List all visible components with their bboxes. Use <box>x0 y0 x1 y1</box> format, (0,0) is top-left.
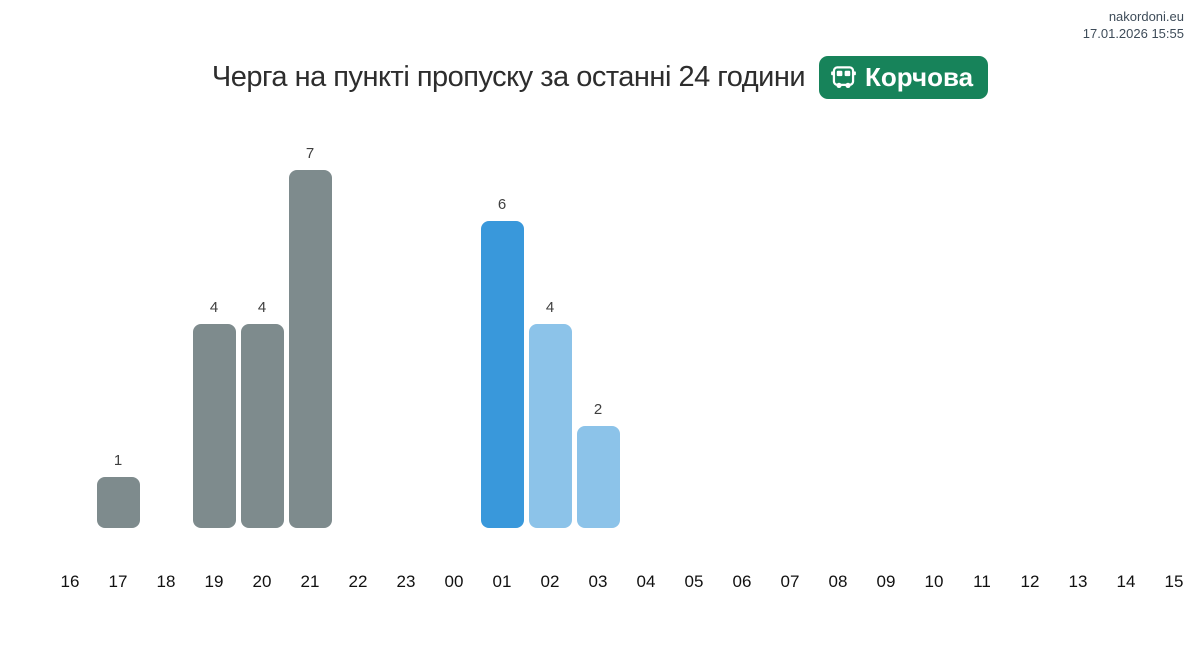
bar-slot-16 <box>46 120 94 528</box>
x-tick-14: 14 <box>1116 572 1136 591</box>
x-tick-23: 23 <box>396 572 416 591</box>
x-tick-07: 07 <box>780 572 800 591</box>
x-axis: 16 17 18 19 20 21 22 23 00 01 02 03 04 05 06 07 08 09 10 11… <box>46 572 1198 592</box>
x-tick-09: 09 <box>876 572 896 591</box>
bar-slot-10 <box>910 120 958 528</box>
x-tick-18: 18 <box>156 572 176 591</box>
bar-21 <box>288 170 332 528</box>
bar-slot-14 <box>1102 120 1150 528</box>
title-row: Черга на пункті пропуску за останні 24 г… <box>0 56 1200 99</box>
bar-slot-04 <box>622 120 670 528</box>
bar-value-label-19: 4 <box>209 298 219 316</box>
bar-value-label-01: 6 <box>497 196 507 214</box>
bar-slot-07 <box>766 120 814 528</box>
x-tick-12: 12 <box>1020 572 1040 591</box>
bar-slot-12 <box>1006 120 1054 528</box>
bar-03 <box>576 425 620 528</box>
x-tick-03: 03 <box>588 572 608 591</box>
x-tick-20: 20 <box>252 572 272 591</box>
bar-slot-15 <box>1150 120 1198 528</box>
bar-slot-19: 4 <box>190 120 238 528</box>
bar-slot-06 <box>718 120 766 528</box>
bar-value-label-21: 7 <box>305 145 315 163</box>
x-tick-13: 13 <box>1068 572 1088 591</box>
bar-slot-23 <box>382 120 430 528</box>
x-tick-22: 22 <box>348 572 368 591</box>
bar-20 <box>240 323 284 528</box>
bar-slot-09 <box>862 120 910 528</box>
bar-02 <box>528 323 572 528</box>
x-tick-08: 08 <box>828 572 848 591</box>
bar-slot-08 <box>814 120 862 528</box>
x-tick-11: 11 <box>973 572 991 591</box>
bar-slot-18 <box>142 120 190 528</box>
bar-value-label-20: 4 <box>257 298 267 316</box>
bar-slot-11 <box>958 120 1006 528</box>
site-name: nakordoni.eu <box>1108 9 1184 24</box>
bar-slot-20: 4 <box>238 120 286 528</box>
checkpoint-badge-label: Корчова <box>865 62 974 92</box>
x-tick-04: 04 <box>636 572 656 591</box>
timestamp: 17.01.2026 15:55 <box>1082 26 1184 41</box>
x-tick-15: 15 <box>1164 572 1184 591</box>
bar-01 <box>480 221 524 528</box>
bus-icon <box>830 64 857 91</box>
x-tick-19: 19 <box>204 572 224 591</box>
bar-slot-01: 6 <box>478 120 526 528</box>
x-tick-01: 01 <box>492 572 512 591</box>
x-tick-05: 05 <box>684 572 704 591</box>
bar-slot-17: 1 <box>94 120 142 528</box>
site-info: nakordoni.eu 17.01.2026 15:55 <box>1083 8 1184 42</box>
bar-slot-21: 7 <box>286 120 334 528</box>
x-tick-00: 00 <box>444 572 464 591</box>
bar-slot-00 <box>430 120 478 528</box>
x-tick-17: 17 <box>108 572 128 591</box>
bar-slot-05 <box>670 120 718 528</box>
x-tick-21: 21 <box>300 572 320 591</box>
bar-slot-22 <box>334 120 382 528</box>
checkpoint-badge[interactable]: Корчова <box>819 56 989 99</box>
bar-chart-plot: 1 4 4 7 6 4 2 <box>46 120 1198 528</box>
bar-slot-02: 4 <box>526 120 574 528</box>
x-tick-06: 06 <box>732 572 752 591</box>
chart-title: Черга на пункті пропуску за останні 24 г… <box>211 60 806 93</box>
bar-value-label-03: 2 <box>593 400 603 418</box>
bar-17 <box>96 476 140 528</box>
bar-slot-13 <box>1054 120 1102 528</box>
x-tick-10: 10 <box>924 572 944 591</box>
x-tick-16: 16 <box>60 572 80 591</box>
x-tick-02: 02 <box>540 572 560 591</box>
bar-value-label-17: 1 <box>113 451 123 469</box>
bar-value-label-02: 4 <box>545 298 555 316</box>
bar-slot-03: 2 <box>574 120 622 528</box>
bar-19 <box>192 323 236 528</box>
